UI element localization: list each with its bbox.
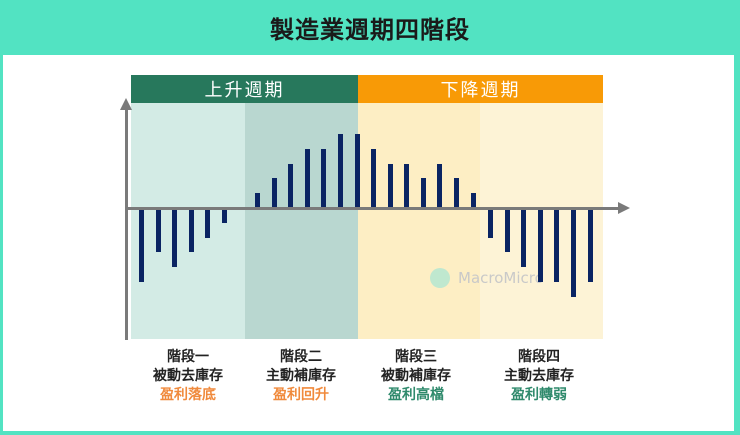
- phase-3-inventory: 被動補庫存: [381, 368, 451, 384]
- phase-4-inventory: 主動去庫存: [504, 368, 574, 384]
- bar: [371, 148, 376, 208]
- phase-4-label: 階段四 主動去庫存 盈利轉弱: [479, 348, 599, 405]
- bar: [354, 134, 360, 208]
- bar: [155, 208, 161, 253]
- phase-1-name: 階段一: [167, 349, 209, 365]
- phase-4-profit: 盈利轉弱: [511, 387, 567, 403]
- bar: [554, 208, 560, 282]
- y-axis-arrow-icon: [120, 98, 132, 110]
- bar: [172, 208, 178, 268]
- phase-1-label: 階段一 被動去庫存 盈利落底: [128, 348, 248, 405]
- bar: [387, 163, 393, 208]
- bar: [470, 193, 476, 208]
- phase-3-background: [358, 103, 480, 339]
- x-axis: [125, 207, 620, 210]
- rising-cycle-header: 上升週期: [131, 75, 358, 103]
- bar: [288, 163, 294, 208]
- page-title: 製造業週期四階段: [270, 15, 470, 44]
- falling-cycle-header: 下降週期: [358, 75, 603, 103]
- phase-3-name: 階段三: [395, 349, 437, 365]
- bar: [521, 208, 527, 268]
- bar: [437, 163, 443, 208]
- phase-3-profit: 盈利高檔: [388, 387, 444, 403]
- bar: [222, 208, 227, 223]
- bar: [271, 178, 277, 208]
- phase-2-inventory: 主動補庫存: [266, 368, 336, 384]
- x-axis-arrow-icon: [618, 202, 630, 214]
- phase-4-name: 階段四: [518, 349, 560, 365]
- phase-2-profit: 盈利回升: [273, 387, 329, 403]
- macromicro-logo-icon: [430, 268, 450, 288]
- bar: [304, 148, 310, 208]
- bar: [488, 208, 493, 238]
- bar: [504, 208, 510, 253]
- phase-1-profit: 盈利落底: [160, 387, 216, 403]
- bar: [420, 178, 426, 208]
- bar: [537, 208, 543, 282]
- bar: [404, 163, 410, 208]
- bar: [139, 208, 144, 282]
- phase-2-label: 階段二 主動補庫存 盈利回升: [241, 348, 361, 405]
- bar: [188, 208, 194, 253]
- bar: [587, 208, 593, 282]
- bar: [454, 178, 459, 208]
- bar: [255, 193, 260, 208]
- bar: [571, 208, 576, 297]
- bar: [321, 148, 327, 208]
- y-axis: [125, 108, 128, 340]
- phase-1-inventory: 被動去庫存: [153, 368, 223, 384]
- watermark: MacroMicro: [430, 268, 544, 288]
- watermark-text: MacroMicro: [458, 269, 544, 287]
- bar: [338, 134, 343, 208]
- phase-2-name: 階段二: [280, 349, 322, 365]
- bar: [205, 208, 211, 238]
- phase-3-label: 階段三 被動補庫存 盈利高檔: [356, 348, 476, 405]
